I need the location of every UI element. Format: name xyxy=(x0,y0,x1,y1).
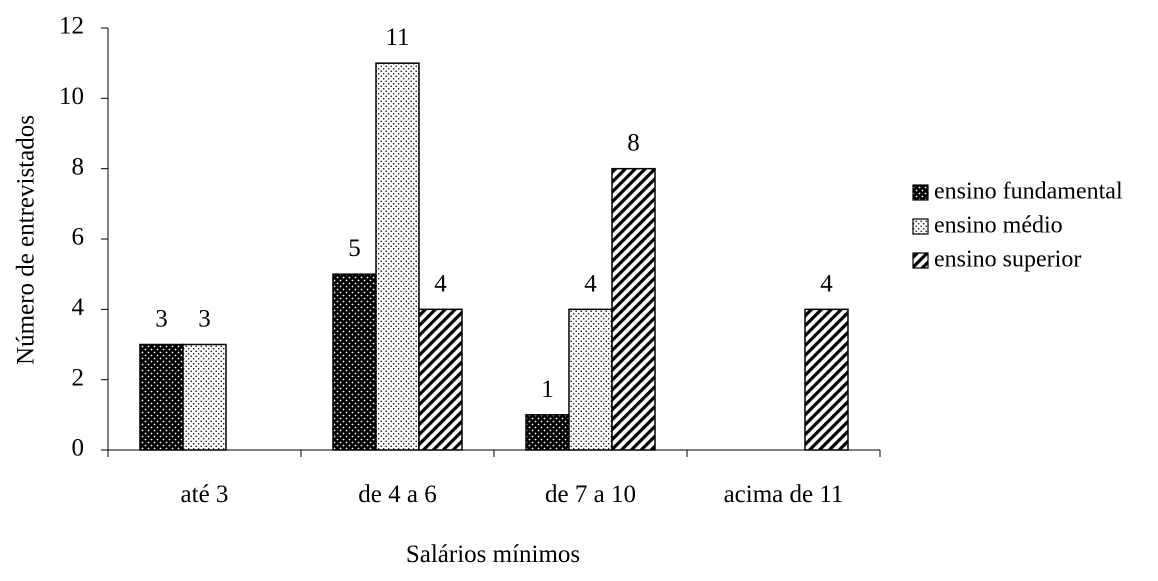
legend-label: ensino médio xyxy=(934,213,1063,239)
y-tick-label: 8 xyxy=(72,153,85,180)
data-labels: 3 3 5 11 4 1 4 8 4 xyxy=(155,24,833,403)
bar xyxy=(611,167,656,451)
x-tick-label: de 4 a 6 xyxy=(358,481,436,508)
x-tick-label: de 7 a 10 xyxy=(545,481,636,508)
legend-swatch xyxy=(912,184,929,201)
bar xyxy=(332,273,377,451)
x-tick-label: acima de 11 xyxy=(724,481,844,508)
data-label: 3 xyxy=(198,306,211,333)
legend-swatch xyxy=(912,218,929,235)
data-label: 1 xyxy=(541,376,554,403)
y-tick-label: 4 xyxy=(72,294,85,321)
x-axis-ticks: até 3 de 4 a 6 de 7 a 10 acima de 11 xyxy=(107,450,881,508)
y-axis-ticks: 0 2 4 6 8 10 12 xyxy=(59,13,108,462)
x-axis-title: Salários mínimos xyxy=(406,541,580,568)
data-label: 3 xyxy=(155,306,168,333)
data-label: 4 xyxy=(820,270,833,297)
x-tick-label: até 3 xyxy=(181,481,229,508)
data-label: 5 xyxy=(348,235,361,262)
y-tick-label: 2 xyxy=(72,364,85,391)
bar xyxy=(804,308,849,451)
bar xyxy=(568,308,613,451)
plot-area: 0 2 4 6 8 10 12 até 3 de 4 a 6 de 7 a 10 acima de… xyxy=(59,13,881,508)
data-label: 4 xyxy=(584,270,597,297)
data-label: 4 xyxy=(434,270,447,297)
legend: ensino fundamental ensino médio ensino sup… xyxy=(912,179,1123,273)
bars xyxy=(139,62,849,451)
legend-label: ensino fundamental xyxy=(934,179,1123,205)
y-tick-label: 6 xyxy=(72,224,85,251)
y-axis-title: Número de entrevistados xyxy=(13,115,40,365)
data-label: 11 xyxy=(385,24,409,51)
bar xyxy=(418,308,463,451)
bar xyxy=(182,343,227,451)
bar xyxy=(375,62,420,451)
y-tick-label: 0 xyxy=(72,435,85,462)
legend-label: ensino superior xyxy=(934,247,1081,273)
y-tick-label: 10 xyxy=(59,83,84,110)
legend-swatch xyxy=(912,252,929,269)
bar xyxy=(525,414,570,451)
data-label: 8 xyxy=(627,130,640,157)
bar xyxy=(139,343,184,451)
y-tick-label: 12 xyxy=(59,13,84,40)
